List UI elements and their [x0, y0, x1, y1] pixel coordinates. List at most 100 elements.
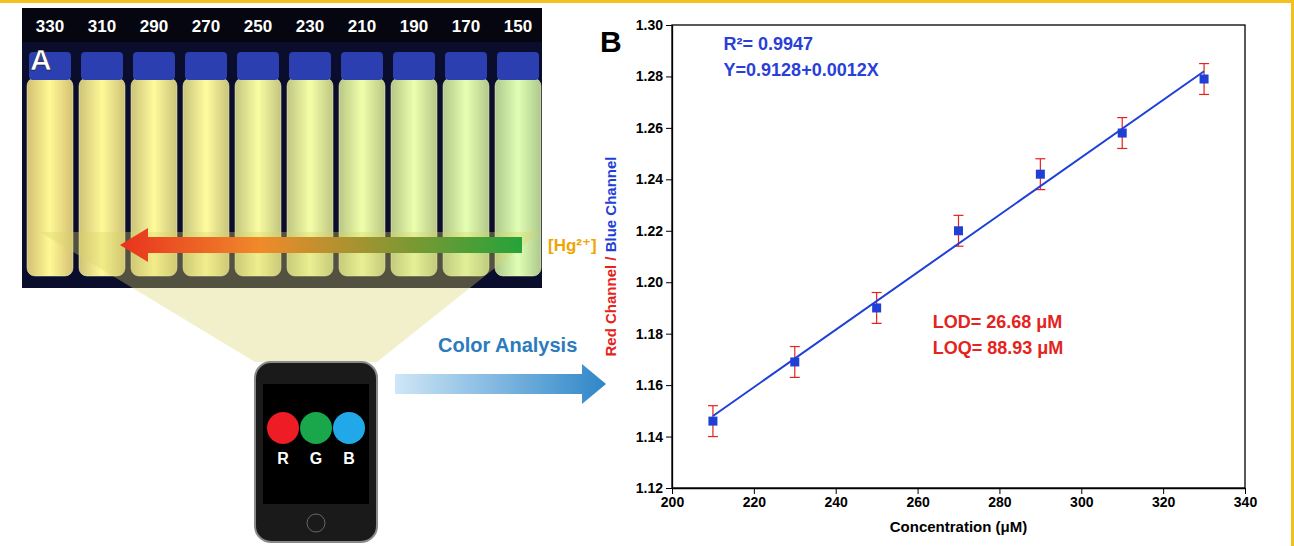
tick-label: 1.14 — [636, 429, 663, 445]
tick-mark — [666, 437, 672, 438]
arrow-label: Color Analysis — [438, 334, 577, 356]
vial-cap — [237, 52, 279, 80]
tick: 200 — [661, 488, 685, 510]
rgb-label: B — [343, 450, 355, 467]
tick: 280 — [988, 488, 1012, 510]
error-bar-cap — [708, 405, 718, 406]
vial-cap — [393, 52, 435, 80]
rgb-dot — [300, 412, 332, 444]
tick: 1.20 — [636, 274, 672, 290]
annotation: R²= 0.9947 — [724, 34, 814, 54]
tick-label: 1.30 — [636, 17, 663, 33]
tick-mark — [666, 282, 672, 283]
tick: 1.12 — [636, 480, 672, 496]
vial-label: 250 — [244, 17, 272, 36]
tick-mark — [666, 385, 672, 386]
plot-frame — [672, 25, 1245, 488]
data-point — [954, 226, 963, 235]
tick-label: 1.12 — [636, 480, 663, 496]
error-bar-cap — [790, 377, 800, 378]
tick: 260 — [906, 488, 930, 510]
data-point — [1036, 170, 1045, 179]
tick-mark — [666, 488, 672, 489]
tick: 1.28 — [636, 68, 672, 84]
tick-label: 280 — [988, 494, 1012, 510]
x-axis-title: Concentration (μM) — [890, 518, 1028, 535]
tick: 240 — [825, 488, 849, 510]
error-bar-cap — [1117, 117, 1127, 118]
panel-a: 330 310 290 270 250 230 210 190 170 150 [Hg²⁺] A R G B — [22, 8, 597, 542]
tick-label: 1.22 — [636, 223, 663, 239]
vial-cap — [81, 52, 123, 80]
tick-label: 240 — [825, 494, 849, 510]
vial-label: 230 — [296, 17, 324, 36]
tick-label: 1.26 — [636, 120, 663, 136]
vial-label: 150 — [504, 17, 532, 36]
vial-cap — [133, 52, 175, 80]
label-band — [22, 8, 542, 42]
tick-label: 220 — [743, 494, 767, 510]
rgb-dot — [333, 412, 365, 444]
rgb-label: R — [277, 450, 289, 467]
vial-label: 330 — [36, 17, 64, 36]
x-axis: 200 220 240 260 280 300 320 340 — [661, 488, 1258, 510]
error-bar-cap — [1199, 63, 1209, 64]
y-axis-title: Red Channel / Blue Channel — [602, 156, 619, 356]
error-bar-cap — [790, 346, 800, 347]
error-bar-cap — [1035, 158, 1045, 159]
y-axis-title-part: Red Channel — [602, 265, 619, 357]
arrow-label: [Hg²⁺] — [548, 236, 597, 255]
error-bar-cap — [708, 436, 718, 437]
tick-mark — [666, 25, 672, 26]
error-bar-cap — [872, 323, 882, 324]
error-bar-cap — [1117, 148, 1127, 149]
phone-screen — [263, 384, 369, 504]
data-point — [708, 417, 717, 426]
error-bar — [872, 293, 882, 324]
error-bar-cap — [1199, 94, 1209, 95]
panel-b: B 200 220 240 260 280 300 320 340 1.12 1.14 1.16 1.1… — [600, 17, 1257, 535]
panel-letter: B — [600, 25, 622, 58]
rgb-dot — [267, 412, 299, 444]
tick-label: 300 — [1070, 494, 1094, 510]
vial-cap — [497, 52, 539, 80]
frame-line — [1291, 0, 1294, 546]
vial-cap — [289, 52, 331, 80]
tick: 1.14 — [636, 429, 672, 445]
tick: 1.18 — [636, 326, 672, 342]
vial-label: 190 — [400, 17, 428, 36]
tick-mark — [666, 231, 672, 232]
data-point — [872, 303, 881, 312]
vial-label: 210 — [348, 17, 376, 36]
vial-cap — [341, 52, 383, 80]
tick-label: 1.18 — [636, 326, 663, 342]
annotation: LOQ= 88.93 μM — [933, 338, 1064, 358]
y-axis-title-part: / — [602, 252, 619, 265]
rgb-label: G — [310, 450, 322, 467]
y-axis-title-part: Blue Channel — [602, 156, 619, 252]
error-bar — [1117, 118, 1127, 149]
annotation: LOD= 26.68 μM — [933, 312, 1063, 332]
annotation: Y=0.9128+0.0012X — [724, 60, 879, 80]
error-bar-cap — [954, 215, 964, 216]
panel-letter: A — [30, 43, 52, 76]
tick-label: 340 — [1234, 494, 1258, 510]
tick-label: 260 — [906, 494, 930, 510]
tick-label: 1.16 — [636, 377, 663, 393]
data-point — [1200, 75, 1209, 84]
vial-label: 270 — [192, 17, 220, 36]
fit-line — [713, 71, 1204, 416]
tick: 1.30 — [636, 17, 672, 33]
vial-cap — [185, 52, 227, 80]
tick: 1.26 — [636, 120, 672, 136]
home-button — [307, 514, 325, 532]
tick: 220 — [743, 488, 767, 510]
vial-label: 290 — [140, 17, 168, 36]
phone — [255, 362, 377, 542]
error-bar-cap — [872, 292, 882, 293]
vial-label: 310 — [88, 17, 116, 36]
vial-label: 170 — [452, 17, 480, 36]
tick: 1.16 — [636, 377, 672, 393]
tick: 320 — [1152, 488, 1176, 510]
tick-label: 200 — [661, 494, 685, 510]
